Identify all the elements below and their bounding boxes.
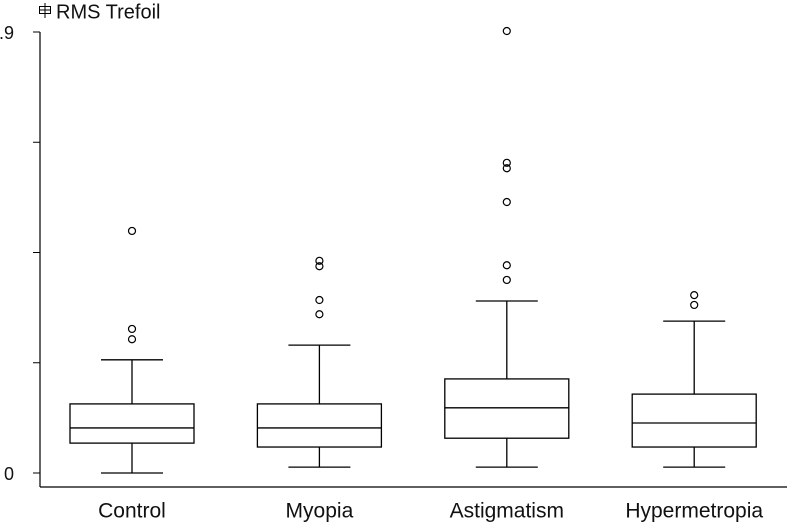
outlier bbox=[315, 310, 324, 319]
outlier bbox=[315, 295, 324, 305]
outlier bbox=[127, 335, 137, 344]
box bbox=[631, 393, 757, 448]
outlier bbox=[502, 275, 511, 285]
outlier bbox=[502, 158, 511, 167]
outlier bbox=[315, 256, 324, 265]
legend: RMS Trefoil bbox=[39, 1, 160, 23]
box bbox=[69, 403, 195, 444]
x-tick-label: Myopia bbox=[286, 500, 354, 523]
outlier bbox=[315, 262, 324, 271]
legend-label: RMS Trefoil bbox=[56, 1, 160, 23]
box bbox=[444, 378, 570, 439]
x-tick-label: Control bbox=[98, 500, 166, 523]
outlier bbox=[502, 26, 511, 36]
outlier bbox=[690, 300, 699, 310]
outlier bbox=[690, 291, 699, 300]
box bbox=[256, 403, 383, 448]
outlier bbox=[502, 164, 511, 173]
x-tick-label: Astigmatism bbox=[450, 500, 564, 523]
x-tick-label: Hypermetropia bbox=[625, 500, 763, 523]
y-tick-label: 0 bbox=[4, 464, 14, 484]
outlier bbox=[502, 197, 511, 207]
y-tick-label: .9 bbox=[0, 23, 14, 43]
outlier bbox=[127, 226, 137, 236]
outlier bbox=[502, 261, 511, 270]
outlier bbox=[127, 324, 137, 334]
